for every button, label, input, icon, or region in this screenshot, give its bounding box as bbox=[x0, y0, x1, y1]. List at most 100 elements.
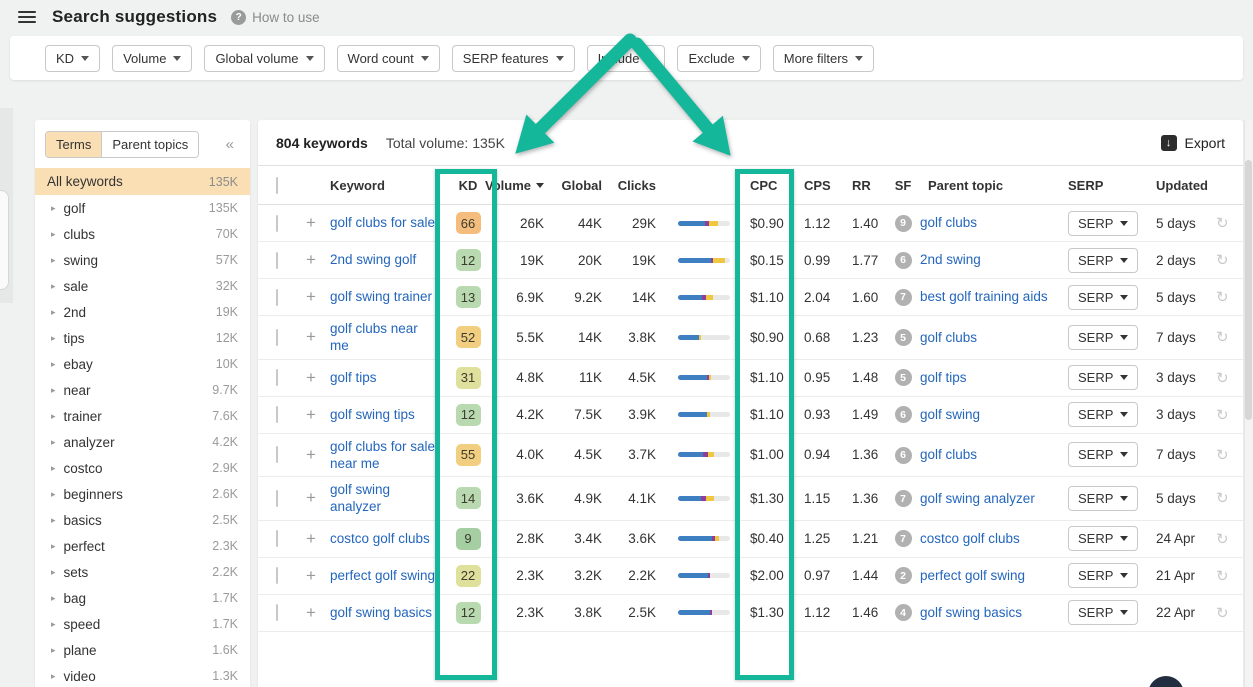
refresh-icon[interactable]: ↻ bbox=[1216, 329, 1229, 347]
row-checkbox[interactable] bbox=[276, 328, 278, 346]
keyword-link[interactable]: golf swing trainer bbox=[330, 289, 433, 305]
serp-button[interactable]: SERP bbox=[1068, 210, 1139, 236]
expand-arrow-icon[interactable]: ▸ bbox=[51, 228, 56, 239]
keyword-link[interactable]: golf swing tips bbox=[330, 406, 415, 422]
parent-topic-link[interactable]: costco golf clubs bbox=[920, 530, 1020, 546]
list-item[interactable]: ▸ golf 135K bbox=[35, 195, 250, 221]
expand-arrow-icon[interactable]: ▸ bbox=[51, 488, 56, 499]
how-to-use-link[interactable]: ? How to use bbox=[231, 9, 320, 25]
refresh-icon[interactable]: ↻ bbox=[1216, 215, 1229, 232]
expand-arrow-icon[interactable]: ▸ bbox=[51, 566, 56, 577]
list-item[interactable]: ▸ analyzer 4.2K bbox=[35, 429, 250, 455]
add-to-list-icon[interactable]: + bbox=[306, 404, 316, 424]
refresh-icon[interactable]: ↻ bbox=[1216, 530, 1229, 548]
serp-button[interactable]: SERP bbox=[1068, 442, 1139, 468]
column-cpc[interactable]: CPC bbox=[750, 177, 778, 193]
keyword-link[interactable]: golf swing analyzer bbox=[330, 482, 391, 515]
list-item[interactable]: ▸ sets 2.2K bbox=[35, 559, 250, 585]
refresh-icon[interactable]: ↻ bbox=[1216, 446, 1229, 464]
add-to-list-icon[interactable]: + bbox=[306, 488, 316, 508]
expand-arrow-icon[interactable]: ▸ bbox=[51, 410, 56, 421]
column-parent-topic[interactable]: Parent topic bbox=[928, 177, 1004, 193]
list-item[interactable]: ▸ tips 12K bbox=[35, 325, 250, 351]
collapsed-panel-handle[interactable] bbox=[0, 190, 9, 290]
list-item[interactable]: ▸ beginners 2.6K bbox=[35, 481, 250, 507]
add-to-list-icon[interactable]: + bbox=[306, 565, 316, 585]
column-global[interactable]: Global bbox=[561, 177, 602, 193]
add-to-list-icon[interactable]: + bbox=[306, 213, 316, 232]
filter-exclude-button[interactable]: Exclude bbox=[677, 44, 761, 72]
expand-arrow-icon[interactable]: ▸ bbox=[51, 514, 56, 525]
column-sf[interactable]: SF bbox=[894, 177, 912, 193]
filter-word-count-button[interactable]: Word count bbox=[336, 44, 440, 72]
scrollbar-thumb[interactable] bbox=[1245, 160, 1252, 420]
refresh-icon[interactable]: ↻ bbox=[1216, 369, 1229, 387]
expand-arrow-icon[interactable]: ▸ bbox=[51, 592, 56, 603]
parent-topic-link[interactable]: golf clubs bbox=[920, 329, 978, 345]
list-item[interactable]: ▸ swing 57K bbox=[35, 247, 250, 273]
column-volume[interactable]: Volume bbox=[485, 178, 554, 193]
collapse-sidebar-icon[interactable]: « bbox=[225, 136, 234, 153]
row-checkbox[interactable] bbox=[276, 604, 278, 622]
serp-button[interactable]: SERP bbox=[1068, 324, 1139, 350]
row-checkbox[interactable] bbox=[276, 406, 278, 424]
list-item[interactable]: ▸ clubs 70K bbox=[35, 221, 250, 247]
add-to-list-icon[interactable]: + bbox=[306, 444, 316, 464]
expand-arrow-icon[interactable]: ▸ bbox=[51, 644, 56, 655]
parent-topic-link[interactable]: golf clubs bbox=[920, 215, 978, 231]
add-to-list-icon[interactable]: + bbox=[306, 528, 316, 548]
row-checkbox[interactable] bbox=[276, 214, 278, 232]
serp-button[interactable]: SERP bbox=[1068, 485, 1139, 511]
keyword-link[interactable]: golf tips bbox=[330, 369, 377, 385]
serp-button[interactable]: SERP bbox=[1068, 526, 1139, 552]
serp-button[interactable]: SERP bbox=[1068, 563, 1139, 589]
list-item[interactable]: ▸ ebay 10K bbox=[35, 351, 250, 377]
serp-button[interactable]: SERP bbox=[1068, 247, 1139, 273]
parent-topic-link[interactable]: golf clubs bbox=[920, 447, 978, 463]
list-item[interactable]: ▸ speed 1.7K bbox=[35, 611, 250, 637]
expand-arrow-icon[interactable]: ▸ bbox=[51, 618, 56, 629]
keyword-link[interactable]: perfect golf swing bbox=[330, 567, 436, 583]
select-all-checkbox[interactable] bbox=[276, 176, 278, 194]
row-checkbox[interactable] bbox=[276, 251, 278, 269]
parent-topic-link[interactable]: best golf training aids bbox=[920, 289, 1048, 305]
refresh-icon[interactable]: ↻ bbox=[1216, 490, 1229, 508]
list-item[interactable]: ▸ costco 2.9K bbox=[35, 455, 250, 481]
list-item[interactable]: ▸ 2nd 19K bbox=[35, 299, 250, 325]
keyword-link[interactable]: costco golf clubs bbox=[330, 530, 430, 546]
refresh-icon[interactable]: ↻ bbox=[1216, 604, 1229, 622]
column-kd[interactable]: KD bbox=[458, 177, 478, 193]
keyword-link[interactable]: golf clubs near me bbox=[330, 321, 418, 354]
tab-terms[interactable]: Terms bbox=[46, 132, 102, 157]
expand-arrow-icon[interactable]: ▸ bbox=[51, 358, 56, 369]
list-item[interactable]: ▸ near 9.7K bbox=[35, 377, 250, 403]
row-checkbox[interactable] bbox=[276, 288, 278, 306]
expand-arrow-icon[interactable]: ▸ bbox=[51, 540, 56, 551]
list-item[interactable]: ▸ sale 32K bbox=[35, 273, 250, 299]
list-item[interactable]: ▸ perfect 2.3K bbox=[35, 533, 250, 559]
expand-arrow-icon[interactable]: ▸ bbox=[51, 436, 56, 447]
serp-button[interactable]: SERP bbox=[1068, 284, 1139, 310]
keyword-link[interactable]: 2nd swing golf bbox=[330, 252, 417, 268]
refresh-icon[interactable]: ↻ bbox=[1216, 289, 1229, 306]
chat-widget-button[interactable] bbox=[1148, 676, 1184, 687]
row-checkbox[interactable] bbox=[276, 489, 278, 507]
column-clicks[interactable]: Clicks bbox=[617, 177, 656, 193]
list-item[interactable]: ▸ video 1.3K bbox=[35, 663, 250, 687]
column-updated[interactable]: Updated bbox=[1156, 177, 1208, 193]
refresh-icon[interactable]: ↻ bbox=[1216, 252, 1229, 269]
keyword-link[interactable]: golf clubs for sale near me bbox=[330, 438, 436, 471]
parent-topic-link[interactable]: golf swing analyzer bbox=[920, 490, 1035, 506]
filter-include-button[interactable]: Include bbox=[586, 44, 666, 72]
expand-arrow-icon[interactable]: ▸ bbox=[51, 202, 56, 213]
filter-kd-button[interactable]: KD bbox=[45, 44, 101, 72]
sidebar-item-all-keywords[interactable]: All keywords 135K bbox=[35, 168, 250, 195]
menu-icon[interactable] bbox=[18, 11, 36, 23]
add-to-list-icon[interactable]: + bbox=[306, 367, 316, 387]
row-checkbox[interactable] bbox=[276, 567, 278, 585]
filter-global-volume-button[interactable]: Global volume bbox=[204, 44, 325, 72]
tab-parent-topics[interactable]: Parent topics bbox=[101, 132, 199, 157]
filter-serp-features-button[interactable]: SERP features bbox=[451, 44, 575, 72]
expand-arrow-icon[interactable]: ▸ bbox=[51, 306, 56, 317]
column-cps[interactable]: CPS bbox=[804, 177, 831, 193]
